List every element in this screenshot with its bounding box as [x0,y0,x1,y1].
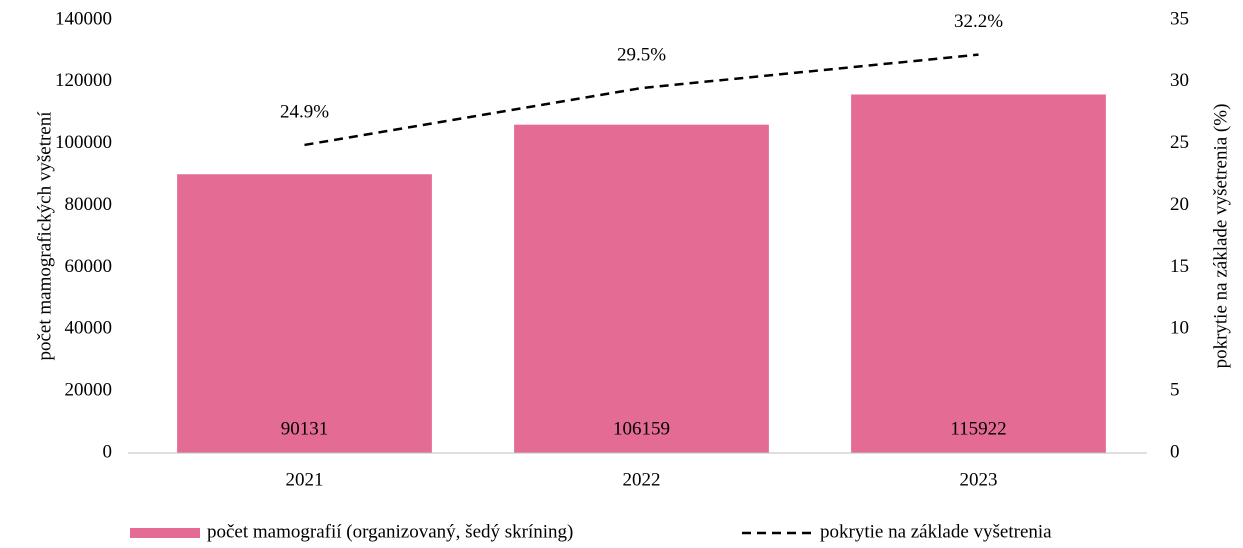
y2-tick-label: 20 [1170,194,1189,215]
y-tick-label: 40000 [65,318,113,339]
y-tick-label: 100000 [55,132,112,153]
y-tick-label: 60000 [65,256,113,277]
y2-tick-label: 5 [1170,380,1180,401]
data-label: 106159 [613,418,670,439]
legend-label: pokrytie na základe vyšetrenia [820,521,1052,542]
x-tick-label: 2022 [623,469,661,490]
y-tick-label: 20000 [65,380,113,401]
x-tick-label: 2021 [286,469,324,490]
y2-tick-label: 35 [1170,8,1189,29]
bar [851,94,1106,453]
data-label: 29.5% [617,44,666,65]
data-label: 24.9% [280,101,329,122]
y-axis-title: počet mamografických vyšetrení [34,111,55,361]
y-tick-label: 120000 [55,70,112,91]
data-label: 90131 [281,418,329,439]
y-tick-label: 80000 [65,194,113,215]
line [304,53,979,147]
y2-tick-label: 25 [1170,132,1189,153]
y-tick-label: 140000 [55,8,112,29]
y2-tick-label: 15 [1170,256,1189,277]
y2-tick-label: 30 [1170,70,1189,91]
y2-tick-label: 10 [1170,318,1189,339]
y-tick-label: 0 [103,441,113,462]
legend-label: počet mamografií (organizovaný, šedý skr… [207,521,573,542]
bar [177,174,432,454]
data-label: 32.2% [954,11,1003,32]
y2-tick-label: 0 [1170,441,1180,462]
y2-axis-title: pokrytie na základe vyšetrenia (%) [1210,104,1231,369]
data-label: 115922 [950,418,1006,439]
bar [514,124,769,453]
x-tick-label: 2023 [960,469,998,490]
legend-swatch [130,528,200,538]
